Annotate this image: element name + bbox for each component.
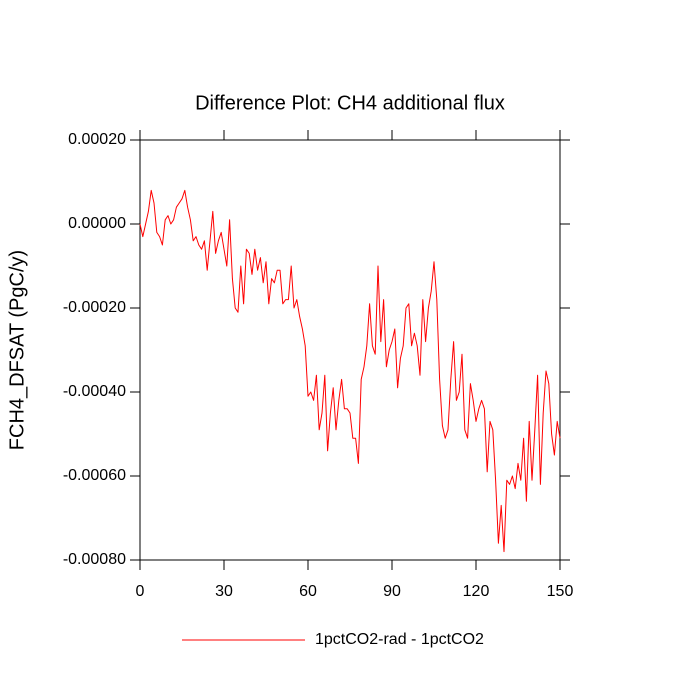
- plot-frame: [139, 139, 561, 561]
- data-line: [139, 189, 561, 553]
- y-tick-label: -0.00060: [63, 467, 126, 484]
- x-tick-label: 120: [463, 583, 490, 600]
- x-tick-label: 150: [547, 583, 574, 600]
- x-tick-label: 60: [299, 583, 317, 600]
- legend-label: 1pctCO2-rad - 1pctCO2: [315, 631, 484, 648]
- y-tick-label: -0.00020: [63, 299, 126, 316]
- x-tick-label: 0: [136, 583, 145, 600]
- chart-title: Difference Plot: CH4 additional flux: [195, 92, 505, 114]
- x-tick-label: 90: [383, 583, 401, 600]
- y-tick-label: -0.00040: [63, 383, 126, 400]
- y-tick-label: -0.00080: [63, 551, 126, 568]
- y-axis-label: FCH4_DFSAT (PgC/y): [6, 250, 28, 450]
- x-tick-label: 30: [215, 583, 233, 600]
- y-tick-label: 0.00020: [68, 131, 126, 148]
- y-tick-label: 0.00000: [68, 215, 126, 232]
